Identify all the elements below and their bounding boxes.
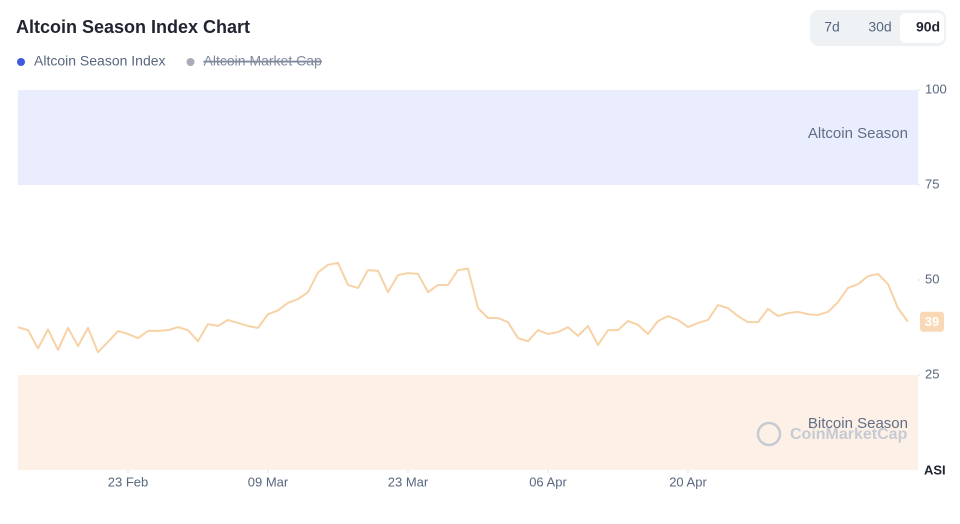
legend-label[interactable]: Altcoin Market Cap <box>204 53 322 69</box>
x-tick-label: 06 Apr <box>529 474 567 489</box>
x-tick-label: 20 Apr <box>669 474 707 489</box>
chart-title: Altcoin Season Index Chart <box>16 17 250 37</box>
y-tick-label: 25 <box>925 366 939 381</box>
y-tick-label: 50 <box>925 271 939 286</box>
legend-dot <box>186 58 195 66</box>
legend-label[interactable]: Altcoin Season Index <box>34 53 166 69</box>
current-value-label: 39 <box>925 314 939 329</box>
y-tick-label: 75 <box>925 176 939 191</box>
active-button-bg <box>900 13 944 43</box>
legend-dot <box>17 58 25 66</box>
current-value-badge <box>920 311 944 332</box>
x-tick-label: 09 Mar <box>248 474 289 489</box>
x-tick-label: 23 Mar <box>388 474 429 489</box>
range-button[interactable]: 90d <box>916 19 940 35</box>
band <box>18 375 918 470</box>
band-label: Altcoin Season <box>808 125 908 142</box>
range-button[interactable]: 30d <box>868 19 891 35</box>
y-tick-label: 100 <box>925 81 947 96</box>
watermark: CoinMarketCap <box>790 426 908 443</box>
band <box>18 90 918 185</box>
y-axis-label: ASI <box>924 462 946 477</box>
range-button[interactable]: 7d <box>824 19 840 35</box>
line <box>17 261 909 354</box>
x-tick-label: 23 Feb <box>108 474 148 489</box>
band-label: Bitcoin Season <box>808 415 908 432</box>
watermark-logo <box>756 421 782 447</box>
